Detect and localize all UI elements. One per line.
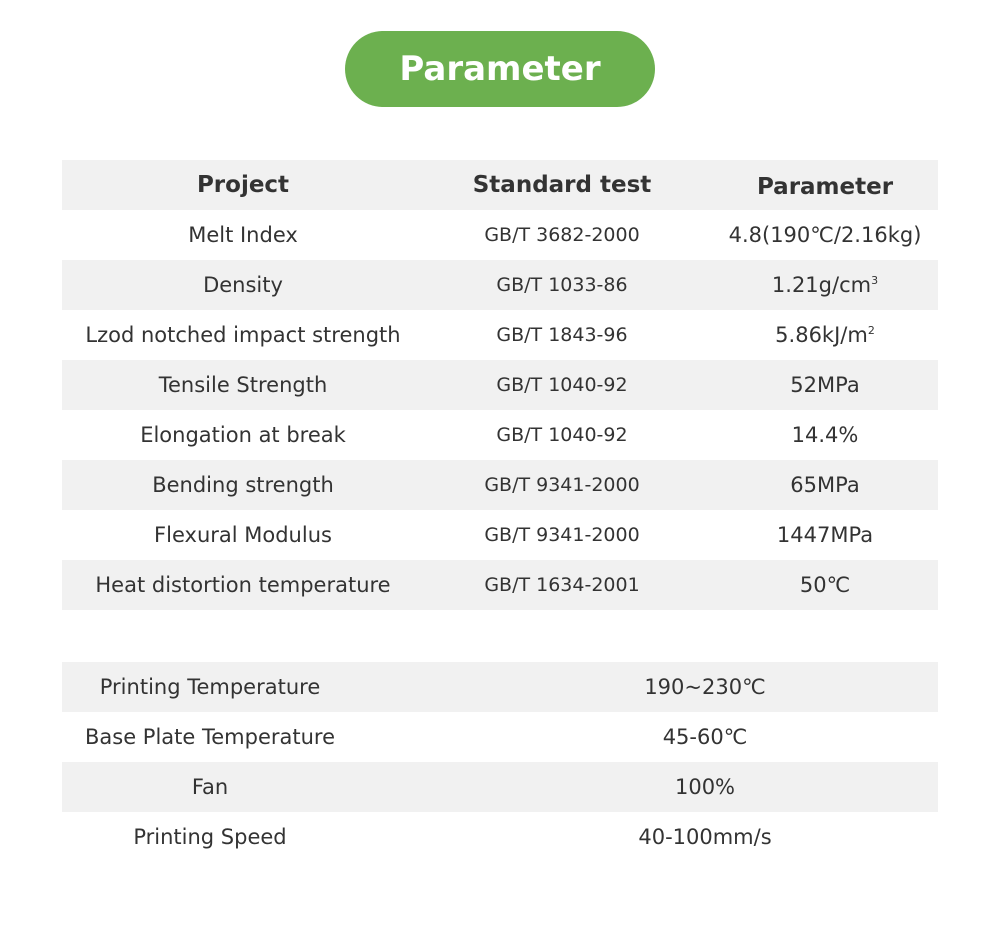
value-text: 65MPa [790, 473, 860, 497]
setting-value: 100% [674, 775, 736, 799]
value-cell: 1.21g/cm3 [772, 273, 878, 297]
table-row: Printing Temperature 190~230℃ [62, 662, 938, 712]
standard-cell: GB/T 3682-2000 [484, 224, 640, 246]
table-row: Melt Index GB/T 3682-2000 4.8(190℃/2.16k… [62, 210, 938, 260]
project-cell: Tensile Strength [158, 373, 328, 397]
project-cell: Bending strength [152, 473, 334, 497]
header-standard: Standard test [472, 172, 652, 198]
value-cell: 5.86kJ/m2 [775, 323, 875, 347]
value-superscript: 3 [871, 274, 879, 287]
value-text: 4.8(190℃/2.16kg) [728, 223, 922, 247]
header-parameter: Parameter [756, 174, 894, 200]
value-text: 52MPa [790, 373, 860, 397]
table-row: Base Plate Temperature 45-60℃ [62, 712, 938, 762]
project-cell: Heat distortion temperature [95, 573, 391, 597]
value-text: 14.4% [791, 423, 859, 447]
standard-cell: GB/T 1634-2001 [484, 574, 640, 596]
table-row: Lzod notched impact strength GB/T 1843-9… [62, 310, 938, 360]
setting-label: Fan [191, 775, 229, 799]
project-cell: Elongation at break [140, 423, 346, 447]
standard-cell: GB/T 1040-92 [496, 374, 628, 396]
material-table: Project Standard test Parameter Melt Ind… [62, 160, 938, 610]
table-row: Printing Speed 40-100mm/s [62, 812, 938, 862]
project-cell: Lzod notched impact strength [85, 323, 401, 347]
setting-label: Printing Speed [133, 825, 287, 849]
setting-label: Printing Temperature [99, 675, 321, 699]
table-row: Flexural Modulus GB/T 9341-2000 1447MPa [62, 510, 938, 560]
project-cell: Density [203, 273, 283, 297]
table-row: Fan 100% [62, 762, 938, 812]
header-project: Project [196, 172, 290, 198]
value-cell: 50℃ [800, 573, 850, 597]
value-text: 50℃ [799, 573, 851, 597]
table-row: Bending strength GB/T 9341-2000 65MPa [62, 460, 938, 510]
setting-value: 45-60℃ [662, 725, 748, 749]
setting-value: 190~230℃ [644, 675, 766, 699]
standard-cell: GB/T 1040-92 [496, 424, 628, 446]
value-text: 1447MPa [776, 523, 874, 547]
setting-value: 40-100mm/s [638, 825, 772, 849]
value-cell: 14.4% [792, 423, 859, 447]
project-cell: Flexural Modulus [154, 523, 332, 547]
setting-label: Base Plate Temperature [84, 725, 336, 749]
standard-cell: GB/T 1033-86 [496, 274, 628, 296]
table-row: Tensile Strength GB/T 1040-92 52MPa [62, 360, 938, 410]
standard-cell: GB/T 9341-2000 [484, 474, 640, 496]
standard-cell: GB/T 9341-2000 [484, 524, 640, 546]
value-cell: 1447MPa [777, 523, 873, 547]
page-title: Parameter [399, 49, 601, 89]
value-text: 1.21g/cm [771, 273, 872, 297]
value-text: 5.86kJ/m [775, 323, 868, 347]
printing-table: Printing Temperature 190~230℃ Base Plate … [62, 662, 938, 862]
table-row: Elongation at break GB/T 1040-92 14.4% [62, 410, 938, 460]
table-row: Density GB/T 1033-86 1.21g/cm3 [62, 260, 938, 310]
project-cell: Melt Index [188, 223, 298, 247]
table-header: Project Standard test Parameter [62, 160, 938, 210]
value-cell: 52MPa [790, 373, 859, 397]
standard-cell: GB/T 1843-96 [496, 324, 628, 346]
table-row: Heat distortion temperature GB/T 1634-20… [62, 560, 938, 610]
value-superscript: 2 [867, 324, 875, 337]
value-cell: 65MPa [790, 473, 859, 497]
title-badge: Parameter [345, 31, 655, 107]
value-cell: 4.8(190℃/2.16kg) [729, 223, 922, 247]
